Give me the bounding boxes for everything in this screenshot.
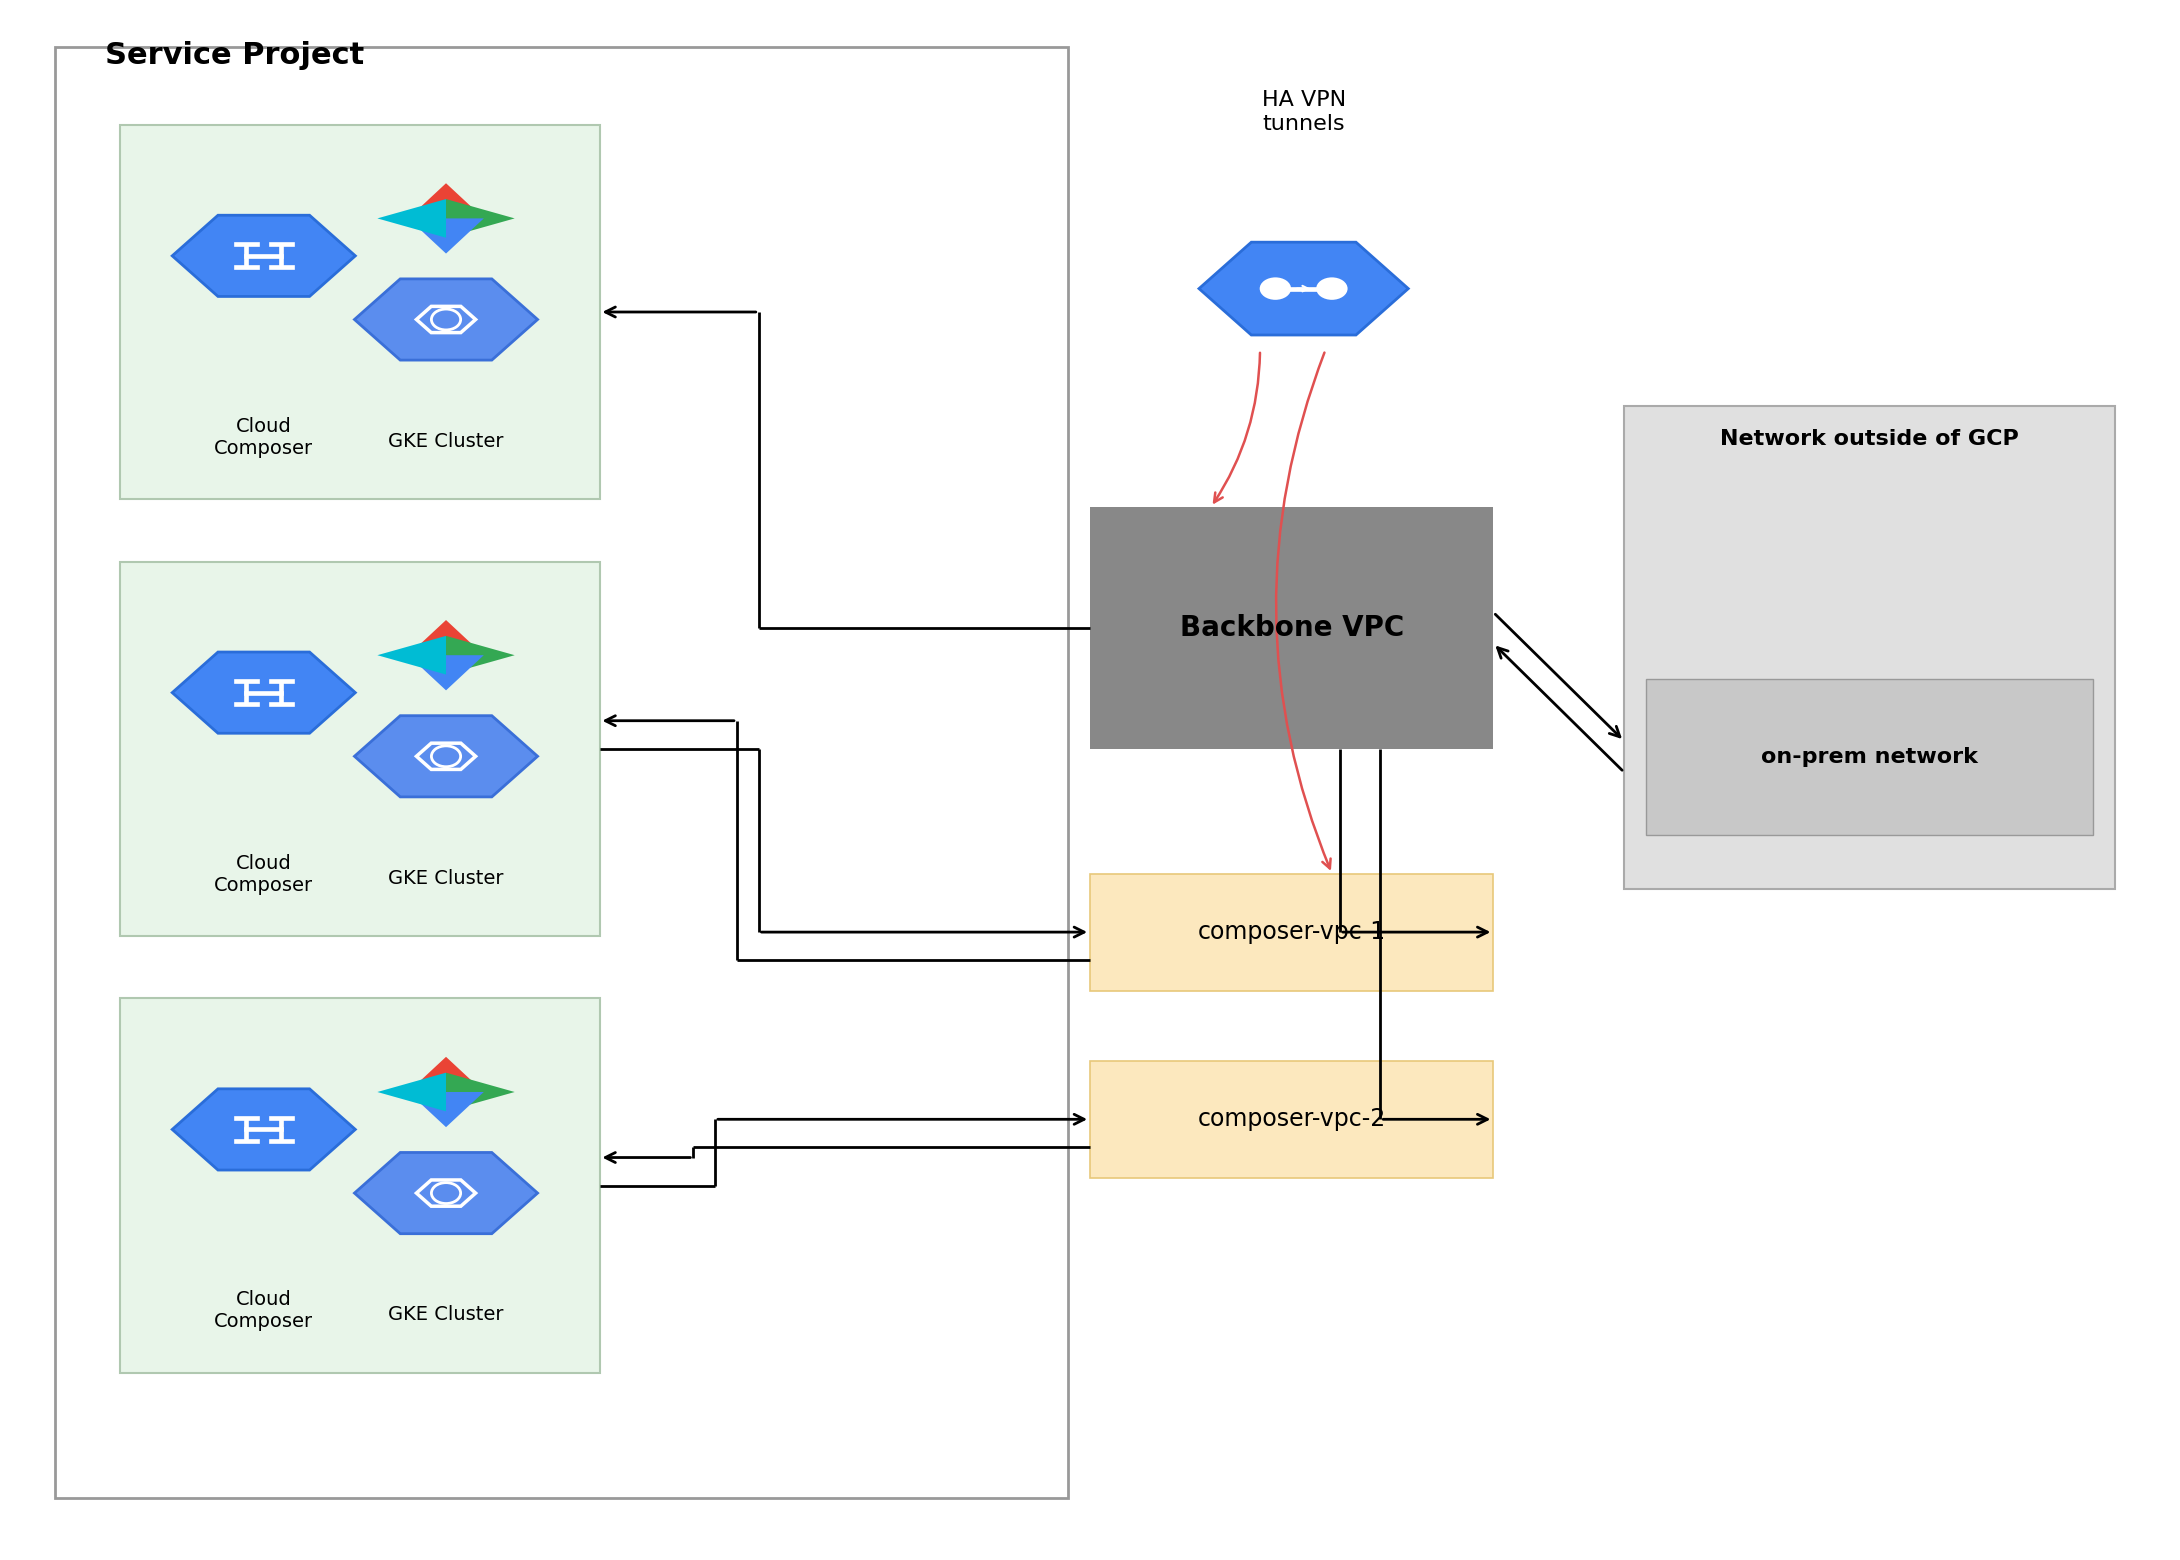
Bar — [1646, 679, 2093, 835]
Polygon shape — [447, 200, 514, 237]
Polygon shape — [408, 1056, 484, 1092]
Text: Service Project: Service Project — [105, 41, 364, 70]
Bar — [1090, 874, 1493, 991]
Bar — [120, 125, 600, 499]
Text: HA VPN
tunnels: HA VPN tunnels — [1262, 90, 1345, 134]
Text: GKE Cluster: GKE Cluster — [388, 1306, 504, 1324]
Text: Backbone VPC: Backbone VPC — [1179, 615, 1404, 641]
Bar — [54, 47, 1068, 1498]
Polygon shape — [1199, 242, 1408, 335]
Circle shape — [1317, 278, 1347, 300]
Bar — [120, 562, 600, 936]
Text: on-prem network: on-prem network — [1761, 747, 1977, 766]
Polygon shape — [408, 218, 484, 254]
Bar — [1624, 406, 2115, 889]
Text: Cloud
Composer: Cloud Composer — [214, 417, 314, 457]
Text: Network outside of GCP: Network outside of GCP — [1720, 429, 2019, 449]
Text: GKE Cluster: GKE Cluster — [388, 432, 504, 451]
Text: composer-vpc-1: composer-vpc-1 — [1197, 920, 1386, 944]
Text: Cloud
Composer: Cloud Composer — [214, 1290, 314, 1331]
Polygon shape — [172, 652, 355, 733]
Polygon shape — [447, 1073, 514, 1111]
Polygon shape — [408, 655, 484, 691]
Polygon shape — [377, 1073, 447, 1111]
Polygon shape — [447, 636, 514, 674]
Polygon shape — [172, 215, 355, 296]
Text: Cloud
Composer: Cloud Composer — [214, 853, 314, 894]
Polygon shape — [408, 183, 484, 218]
Bar — [1090, 507, 1493, 749]
Polygon shape — [408, 1092, 484, 1128]
Bar — [120, 998, 600, 1373]
Polygon shape — [377, 636, 447, 674]
Text: GKE Cluster: GKE Cluster — [388, 869, 504, 888]
Polygon shape — [355, 1153, 538, 1234]
Polygon shape — [172, 1089, 355, 1170]
Polygon shape — [355, 279, 538, 360]
Polygon shape — [355, 716, 538, 797]
Bar — [1090, 1061, 1493, 1178]
Circle shape — [1260, 278, 1291, 300]
Text: composer-vpc-2: composer-vpc-2 — [1197, 1108, 1386, 1131]
Polygon shape — [377, 200, 447, 237]
Polygon shape — [408, 619, 484, 655]
